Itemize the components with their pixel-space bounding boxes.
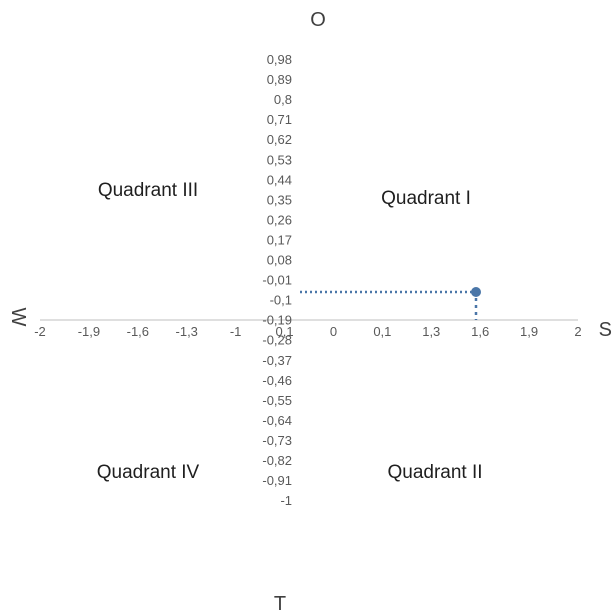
x-tick-label: 0,1 [373,324,391,339]
x-tick-label: -2 [34,324,46,339]
y-tick-label: -0,19 [262,313,292,328]
y-tick-label: 0,71 [267,112,292,127]
x-tick-label: 1,9 [520,324,538,339]
axis-name-top: O [310,9,326,31]
quadrant-label-top-left: Quadrant III [98,180,198,201]
axis-name-left: W [7,308,29,327]
x-tick-label: -1,6 [127,324,149,339]
x-tick-labels: -2 -1,9 -1,6 -1,3 -1 0,1 0 0,1 1,3 1,6 1,9 2 [34,324,581,339]
quadrant-label-top-right: Quadrant I [381,188,471,209]
y-tick-label: 0,53 [267,152,292,167]
y-tick-label: -0,01 [262,273,292,288]
y-tick-labels: 0,98 0,89 0,8 0,71 0,62 0,53 0,44 0,35 0,26 0,17 0… [262,52,292,508]
y-tick-label: 0,26 [267,212,292,227]
axis-name-right: S [599,319,612,341]
quadrant-label-bottom-right: Quadrant II [387,462,482,483]
y-tick-label: 0,35 [267,192,292,207]
y-tick-label: 0,8 [274,92,292,107]
axis-names: O T W S [7,9,612,612]
dotted-guides [300,292,476,320]
y-tick-label: -0,73 [262,433,292,448]
quadrant-label-bottom-left: Quadrant IV [97,462,200,483]
y-tick-label: -0,28 [262,333,292,348]
y-tick-label: -0,55 [262,393,292,408]
y-tick-label: -0,82 [262,453,292,468]
y-tick-label: 0,44 [267,172,292,187]
y-tick-label: -0,46 [262,373,292,388]
y-tick-label: -0,1 [270,293,292,308]
y-tick-label: 0,17 [267,232,292,247]
x-tick-label: -1,9 [78,324,100,339]
y-tick-label: -0,64 [262,413,292,428]
y-tick-label: 0,62 [267,132,292,147]
y-tick-label: 0,89 [267,72,292,87]
y-tick-label: -0,37 [262,353,292,368]
y-tick-label: -0,91 [262,473,292,488]
y-tick-label: 0,08 [267,253,292,268]
y-tick-label: -1 [280,493,292,508]
data-points [471,287,481,297]
data-point [471,287,481,297]
x-tick-label: 1,6 [471,324,489,339]
x-tick-label: -1 [230,324,242,339]
x-tick-label: 0 [330,324,337,339]
y-tick-label: 0,98 [267,52,292,67]
x-tick-label: 2 [574,324,581,339]
x-tick-label: 1,3 [422,324,440,339]
axis-name-bottom: T [274,593,286,612]
x-tick-label: -1,3 [176,324,198,339]
